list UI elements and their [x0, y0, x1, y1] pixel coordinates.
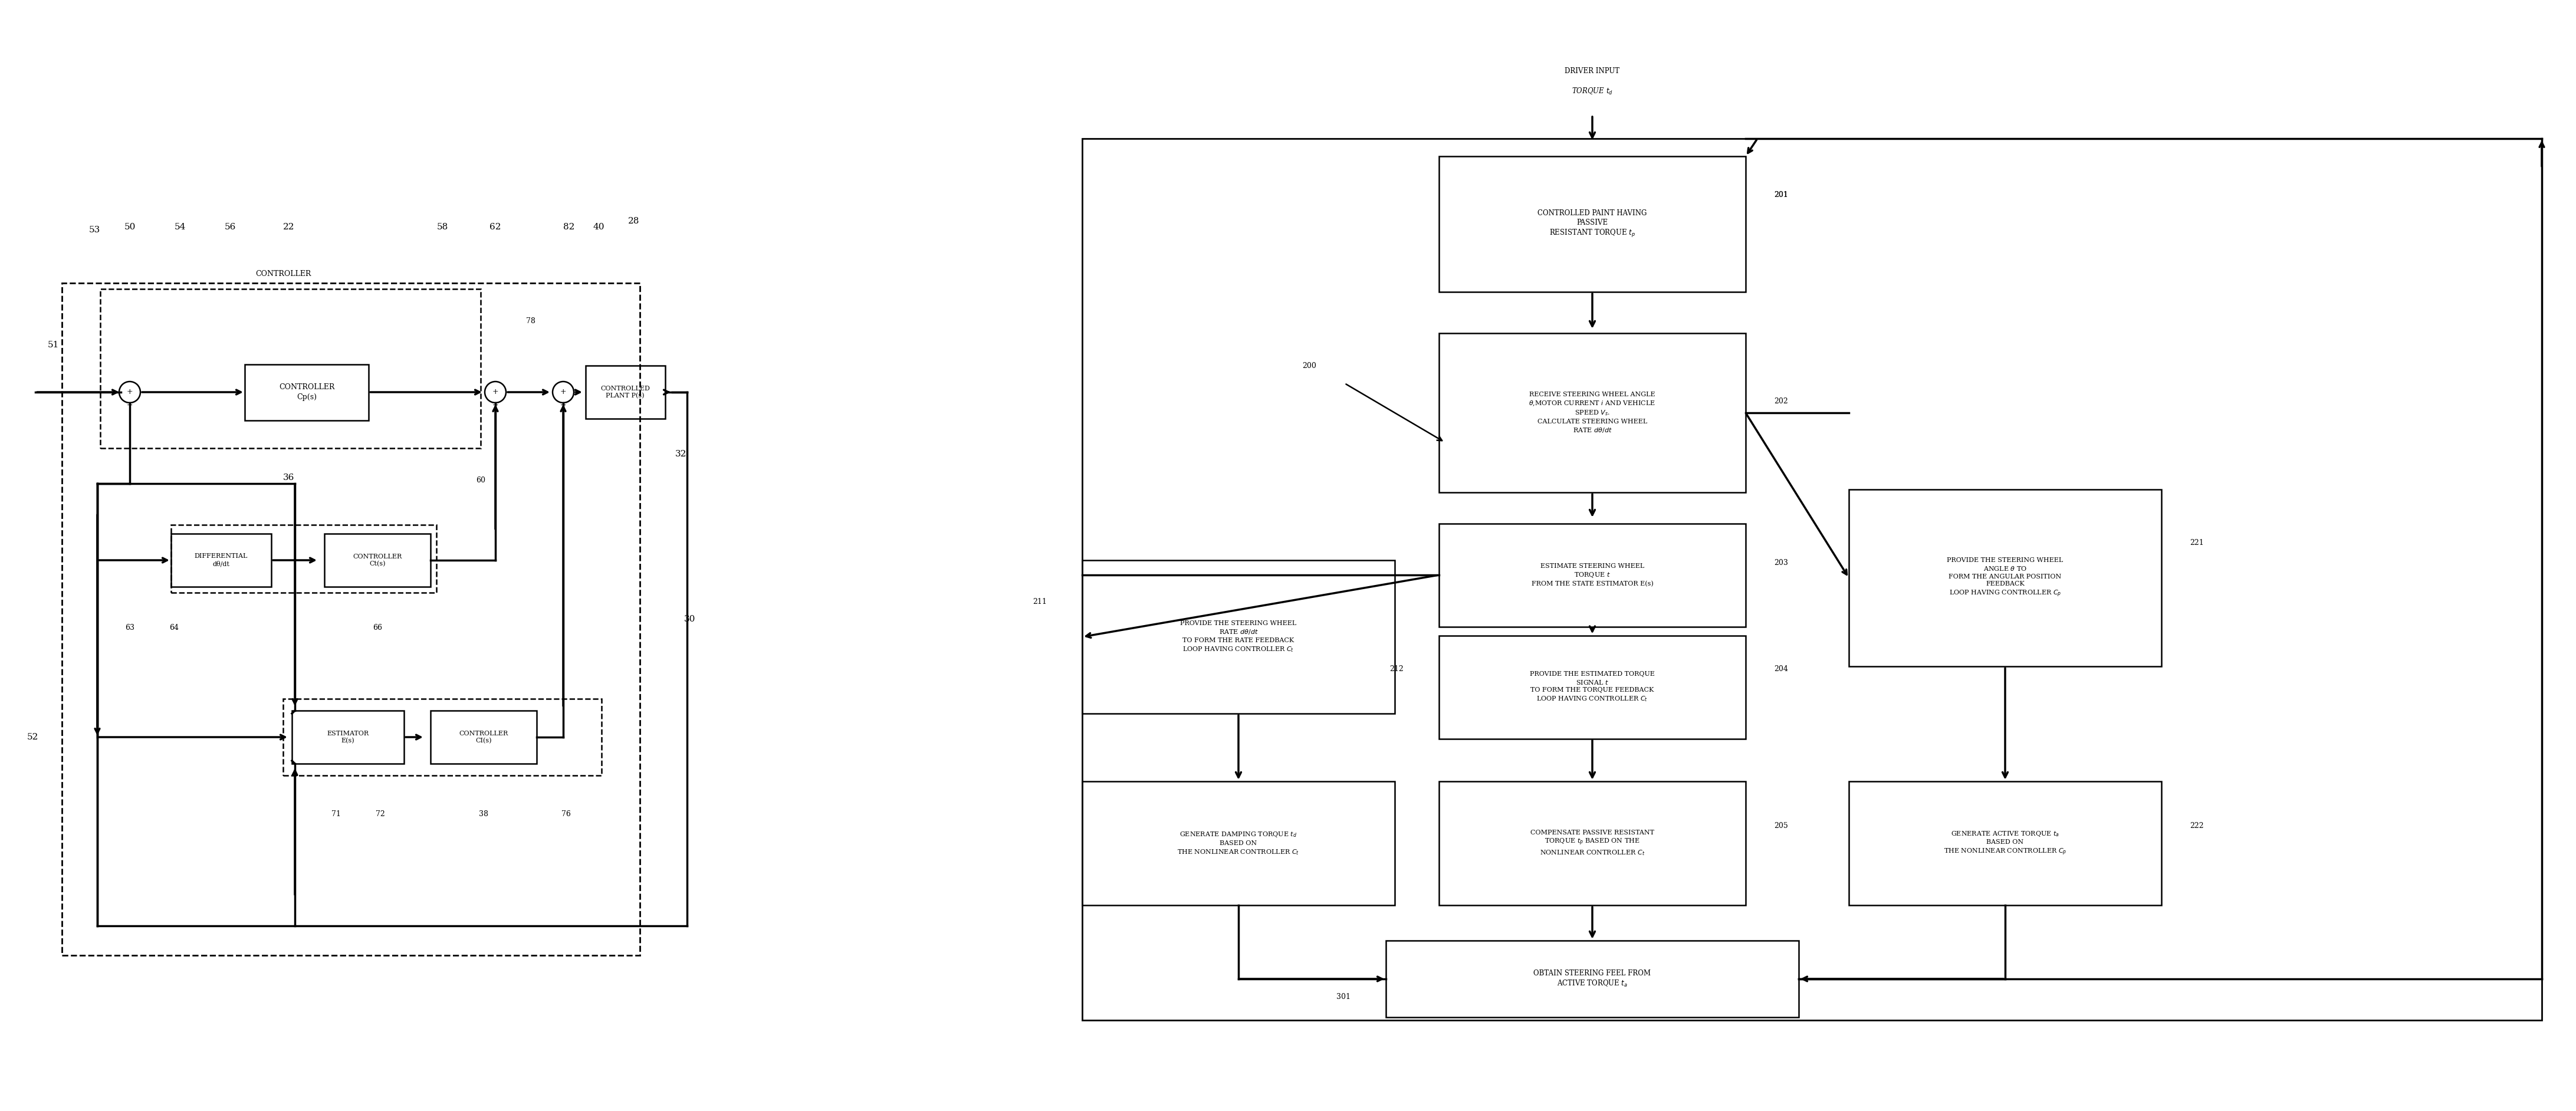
Text: 201: 201 — [1775, 191, 1788, 199]
Bar — [1082, 560, 1394, 713]
Text: 200: 200 — [1303, 362, 1316, 370]
Text: OBTAIN STEERING FEEL FROM
ACTIVE TORQUE $t_a$: OBTAIN STEERING FEEL FROM ACTIVE TORQUE … — [1533, 969, 1651, 989]
Text: ESTIMATE STEERING WHEEL
TORQUE $t$
FROM THE STATE ESTIMATOR E(s): ESTIMATE STEERING WHEEL TORQUE $t$ FROM … — [1530, 563, 1654, 587]
Text: +: + — [559, 389, 567, 396]
Text: COMPENSATE PASSIVE RESISTANT
TORQUE $t_p$ BASED ON THE
NONLINEAR CONTROLLER $C_t: COMPENSATE PASSIVE RESISTANT TORQUE $t_p… — [1530, 830, 1654, 857]
Bar — [291, 711, 404, 763]
Text: 205: 205 — [1775, 822, 1788, 830]
Text: 203: 203 — [1775, 559, 1788, 567]
Bar — [283, 699, 603, 775]
Circle shape — [554, 381, 574, 403]
Bar — [170, 533, 270, 587]
Text: 66: 66 — [374, 624, 381, 632]
Bar — [585, 366, 665, 419]
Text: 58: 58 — [435, 223, 448, 231]
Bar — [1440, 781, 1747, 905]
Text: 202: 202 — [1775, 397, 1788, 404]
Text: CONTROLLER
Cp(s): CONTROLLER Cp(s) — [278, 383, 335, 401]
Bar — [245, 364, 368, 420]
Text: DIFFERENTIAL
dθ/dt: DIFFERENTIAL dθ/dt — [196, 553, 247, 567]
Text: −: − — [126, 401, 134, 409]
Bar — [1850, 490, 2161, 667]
Text: GENERATE ACTIVE TORQUE $t_a$
BASED ON
THE NONLINEAR CONTROLLER $C_p$: GENERATE ACTIVE TORQUE $t_a$ BASED ON TH… — [1945, 830, 2066, 857]
Text: 38: 38 — [479, 810, 489, 818]
Text: 56: 56 — [224, 223, 237, 231]
Text: 62: 62 — [489, 223, 502, 231]
Text: 72: 72 — [376, 810, 384, 818]
Text: GENERATE DAMPING TORQUE $t_d$
BASED ON
THE NONLINEAR CONTROLLER $C_t$: GENERATE DAMPING TORQUE $t_d$ BASED ON T… — [1177, 831, 1298, 855]
Text: PROVIDE THE STEERING WHEEL
ANGLE $\theta$ TO
FORM THE ANGULAR POSITION
FEEDBACK
: PROVIDE THE STEERING WHEEL ANGLE $\theta… — [1947, 558, 2063, 599]
Text: PROVIDE THE ESTIMATED TORQUE
SIGNAL $t$
TO FORM THE TORQUE FEEDBACK
LOOP HAVING : PROVIDE THE ESTIMATED TORQUE SIGNAL $t$ … — [1530, 671, 1654, 703]
Text: 52: 52 — [26, 733, 39, 741]
Bar — [1082, 139, 2543, 1020]
Text: ESTIMATOR
E(s): ESTIMATOR E(s) — [327, 730, 368, 744]
Text: 71: 71 — [332, 810, 340, 818]
Text: 64: 64 — [170, 624, 178, 632]
Bar — [430, 711, 536, 763]
Text: 76: 76 — [562, 810, 572, 818]
Text: CONTROLLER
Ct(s): CONTROLLER Ct(s) — [353, 553, 402, 567]
Text: PROVIDE THE STEERING WHEEL
RATE $d\theta/dt$
TO FORM THE RATE FEEDBACK
LOOP HAVI: PROVIDE THE STEERING WHEEL RATE $d\theta… — [1180, 621, 1296, 653]
Text: +: + — [492, 389, 500, 396]
Text: 28: 28 — [629, 217, 639, 226]
Text: 22: 22 — [283, 223, 294, 231]
Text: 301: 301 — [1337, 993, 1350, 1000]
Text: 221: 221 — [2190, 539, 2205, 547]
Text: −: − — [492, 401, 500, 409]
Text: 40: 40 — [592, 223, 605, 231]
Text: 78: 78 — [526, 318, 536, 326]
Text: CONTROLLED PAINT HAVING
PASSIVE
RESISTANT TORQUE $t_p$: CONTROLLED PAINT HAVING PASSIVE RESISTAN… — [1538, 209, 1646, 239]
Bar — [170, 524, 435, 592]
Text: 32: 32 — [675, 450, 688, 458]
Text: 51: 51 — [46, 341, 59, 349]
Bar — [1386, 941, 1798, 1018]
Circle shape — [118, 381, 139, 403]
Bar — [62, 283, 639, 955]
Text: 222: 222 — [2190, 822, 2202, 830]
Text: 50: 50 — [124, 223, 137, 231]
Bar — [1440, 635, 1747, 739]
Bar — [1850, 781, 2161, 905]
Text: CONTROLLED
PLANT P(s): CONTROLLED PLANT P(s) — [600, 386, 649, 399]
Text: 82: 82 — [564, 223, 574, 231]
Bar — [1082, 781, 1394, 905]
Text: +: + — [126, 389, 134, 396]
Text: 211: 211 — [1033, 598, 1046, 605]
Circle shape — [484, 381, 505, 403]
Text: 204: 204 — [1775, 665, 1788, 673]
Text: 36: 36 — [283, 473, 294, 482]
Text: −: − — [559, 401, 567, 409]
Bar — [1440, 333, 1747, 492]
Text: 30: 30 — [685, 615, 696, 623]
Bar — [1440, 523, 1747, 627]
Text: CONTROLLER: CONTROLLER — [255, 270, 312, 278]
Bar — [1440, 157, 1747, 292]
Text: 212: 212 — [1388, 665, 1404, 673]
Text: 54: 54 — [175, 223, 185, 231]
Bar — [100, 289, 482, 448]
Text: 60: 60 — [477, 477, 484, 484]
Text: 63: 63 — [126, 624, 134, 632]
Text: 201: 201 — [1775, 191, 1788, 199]
Text: CONTROLLER
CI(s): CONTROLLER CI(s) — [459, 730, 507, 744]
Bar — [325, 533, 430, 587]
Text: TORQUE $t_d$: TORQUE $t_d$ — [1571, 87, 1613, 97]
Text: RECEIVE STEERING WHEEL ANGLE
$\theta$,MOTOR CURRENT $i$ AND VEHICLE
SPEED $V_s$.: RECEIVE STEERING WHEEL ANGLE $\theta$,MO… — [1530, 392, 1656, 434]
Text: 53: 53 — [88, 226, 100, 234]
Text: DRIVER INPUT: DRIVER INPUT — [1564, 67, 1620, 74]
